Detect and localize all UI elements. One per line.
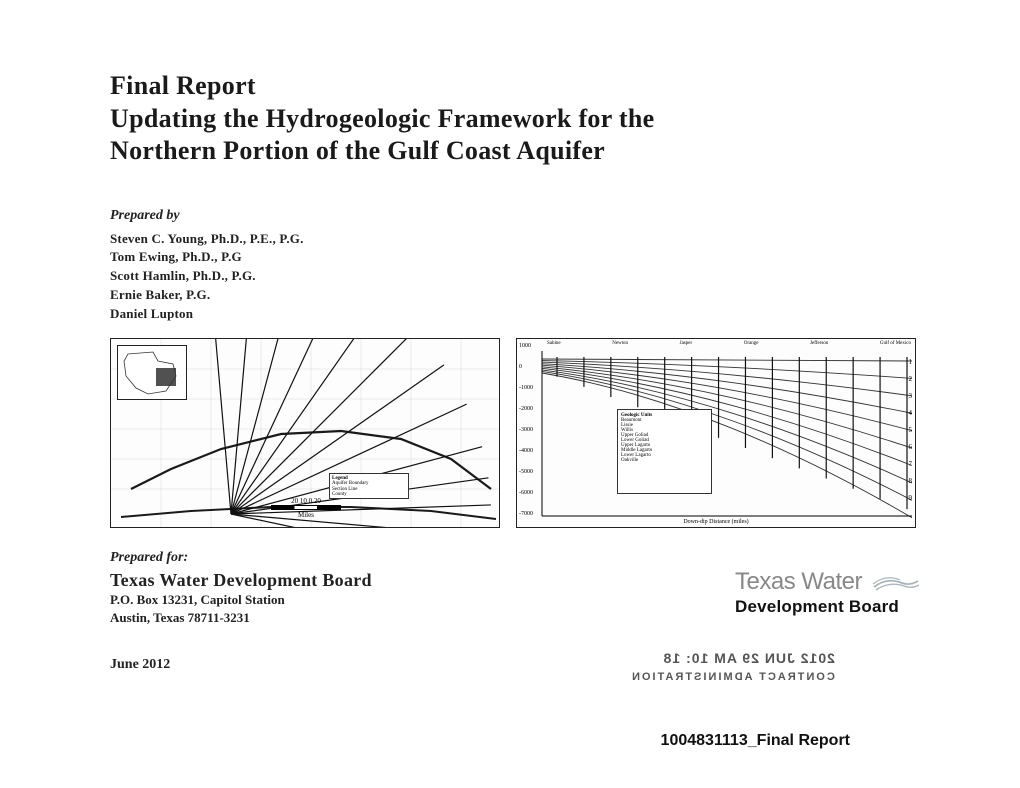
map-legend-title: Legend	[332, 476, 348, 481]
logo-line-2: Development Board	[735, 598, 920, 617]
legend-item: Aquifer Boundary	[332, 481, 369, 486]
title-block: Final Report Updating the Hydrogeologic …	[110, 70, 920, 168]
received-stamp: 2012 JUN 29 AM 10: 18 CONTRACT ADMINISTR…	[630, 648, 835, 686]
author: Scott Hamlin, Ph.D., P.G.	[110, 267, 920, 286]
figure-map: Legend Aquifer Boundary Section Line Cou…	[110, 338, 500, 528]
xsec-label: Jasper	[680, 341, 693, 346]
legend-item: Section Line	[332, 487, 357, 492]
xsec-label: Newton	[612, 341, 628, 346]
document-id: 1004831113_Final Report	[661, 732, 850, 750]
figures-row: Legend Aquifer Boundary Section Line Cou…	[110, 338, 920, 528]
xsec-y-labels: 10000-1000-2000-3000 -4000-5000-6000-700…	[519, 343, 533, 528]
xsec-label: Gulf of Mexico	[880, 341, 911, 346]
author: Steven C. Young, Ph.D., P.E., P.G.	[110, 230, 920, 249]
title-line-1: Final Report	[110, 70, 920, 103]
scale-ticks: 20 10 0 20	[271, 497, 341, 505]
stamp-datetime: 2012 JUN 29 AM 10: 18	[630, 648, 835, 669]
author: Ernie Baker, P.G.	[110, 286, 920, 305]
stamp-dept: CONTRACT ADMINISTRATION	[630, 669, 835, 686]
prepared-for-label: Prepared for:	[110, 550, 920, 566]
xsec-label: Orange	[744, 341, 759, 346]
xsec-strata-numbers: 12345 6789	[909, 359, 913, 512]
logo-line-1: Texas Water	[735, 568, 862, 595]
report-cover-page: Final Report Updating the Hydrogeologic …	[0, 0, 1020, 788]
map-scale-bar: 20 10 0 20 Miles	[271, 497, 341, 519]
author: Tom Ewing, Ph.D., P.G	[110, 248, 920, 267]
xsec-x-label: Down-dip Distance (miles)	[683, 519, 748, 525]
title-line-3: Northern Portion of the Gulf Coast Aquif…	[110, 135, 920, 168]
xsec-legend: Geologic Units Beaumont Lissie Willis Up…	[617, 409, 712, 494]
scale-label: Miles	[271, 511, 341, 519]
xsec-svg	[517, 339, 916, 528]
xsec-top-labels: Sabine Newton Jasper Orange Jefferson Gu…	[547, 341, 911, 346]
legend-item: Oakville	[621, 458, 638, 463]
twdb-logo: Texas Water Development Board	[735, 570, 920, 617]
figure-cross-section: Sabine Newton Jasper Orange Jefferson Gu…	[516, 338, 916, 528]
prepared-by-label: Prepared by	[110, 208, 920, 224]
xsec-label: Sabine	[547, 341, 561, 346]
author-list: Steven C. Young, Ph.D., P.E., P.G. Tom E…	[110, 230, 920, 324]
wave-icon	[872, 573, 920, 598]
xsec-label: Jefferson	[810, 341, 828, 346]
texas-inset	[117, 345, 187, 400]
title-line-2: Updating the Hydrogeologic Framework for…	[110, 103, 920, 136]
map-legend: Legend Aquifer Boundary Section Line Cou…	[329, 473, 409, 499]
author: Daniel Lupton	[110, 305, 920, 324]
